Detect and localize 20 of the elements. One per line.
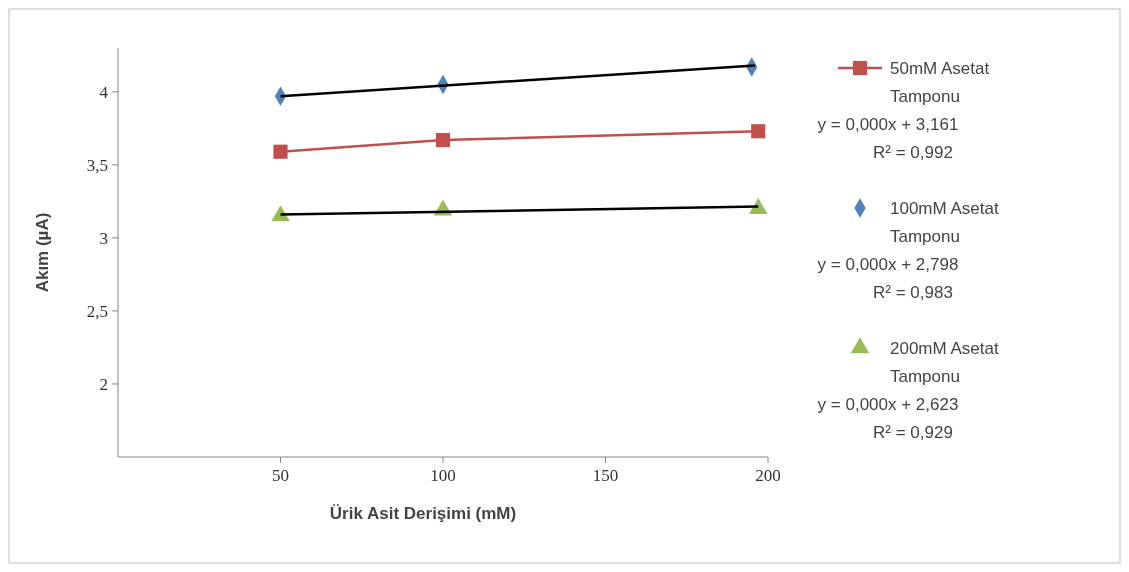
text: y = 0,000x + 3,161: [817, 114, 959, 134]
text: R² = 0,992: [873, 142, 953, 162]
y-tick-label: 2,5: [86, 301, 108, 321]
text: y = 0,000x + 2,623: [817, 394, 959, 414]
y-tick-label: 2: [99, 374, 108, 394]
legend-label: 50mM Asetat Tamponu: [890, 58, 990, 106]
legend-label: 100mM Asetat Tamponu: [890, 198, 999, 246]
x-axis-title: Ürik Asit Derişimi (mM): [329, 504, 517, 523]
text: R² = 0,983: [873, 282, 953, 302]
x-tick-label: 150: [592, 466, 619, 485]
y-tick-label: 3,5: [86, 155, 108, 175]
y-tick-label: 4: [99, 82, 109, 102]
text: R² = 0,929: [873, 422, 953, 442]
x-tick-label: 50: [272, 466, 289, 485]
y-axis-title: Akım (µA): [33, 212, 52, 293]
legend-label: 200mM Asetat Tamponu: [890, 338, 999, 386]
x-tick-label: 200: [755, 466, 781, 485]
y-tick-label: 3: [99, 228, 108, 248]
text: y = 0,000x + 2,798: [817, 254, 959, 274]
x-tick-label: 100: [430, 466, 456, 485]
